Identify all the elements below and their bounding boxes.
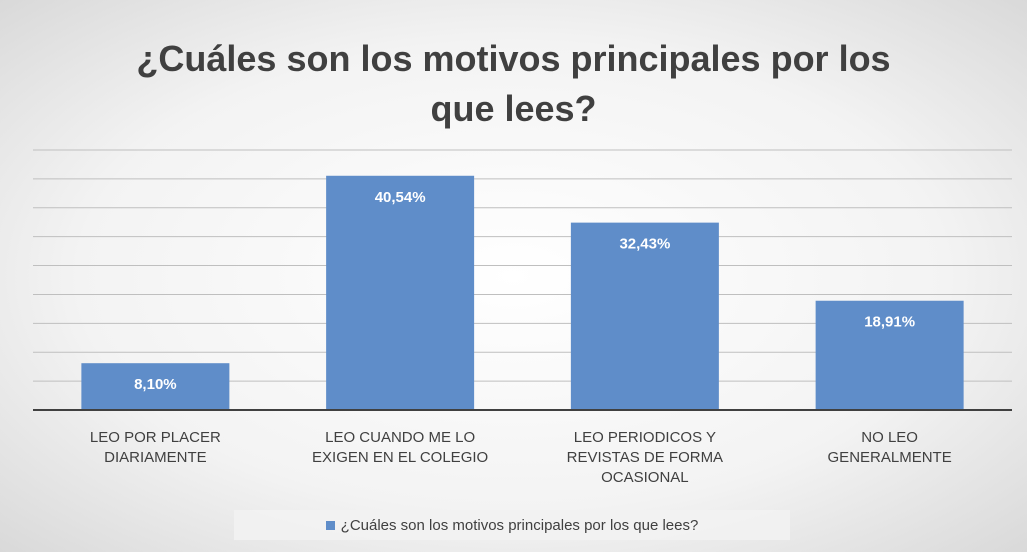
legend-key bbox=[325, 520, 335, 530]
data-label: 32,43% bbox=[619, 236, 670, 253]
x-tick-label: NO LEO GENERALMENTE bbox=[827, 429, 952, 466]
x-tick-label: LEO PERIODICOS Y REVISTAS DE FORMA OCASI… bbox=[566, 429, 724, 486]
bar bbox=[570, 222, 719, 410]
x-tick-label: LEO POR PLACER DIARIAMENTE bbox=[89, 429, 221, 466]
bar bbox=[81, 363, 230, 410]
data-label: 18,91% bbox=[864, 314, 915, 331]
x-tick-label: LEO CUANDO ME LO EXIGEN EN EL COLEGIO bbox=[312, 429, 489, 466]
bar bbox=[326, 175, 475, 410]
bar bbox=[815, 300, 964, 410]
legend-label: ¿Cuáles son los motivos principales por … bbox=[340, 516, 699, 534]
data-label: 8,10% bbox=[134, 376, 177, 393]
legend: ¿Cuáles son los motivos principales por … bbox=[234, 510, 790, 540]
chart-title: ¿Cuáles son los motivos principales por … bbox=[136, 38, 891, 129]
data-label: 40,54% bbox=[375, 189, 426, 206]
